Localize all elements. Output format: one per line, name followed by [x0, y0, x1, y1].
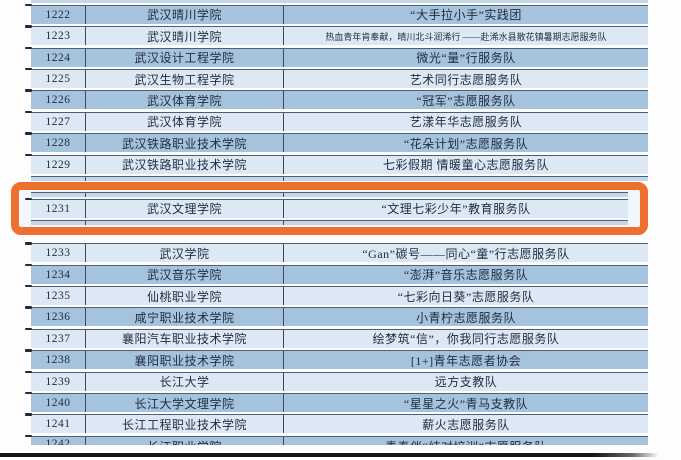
school-cell: 武汉生物工程学院	[85, 70, 283, 89]
row-number-cell: 1241	[45, 418, 71, 431]
school-cell: 长江工程职业技术学院	[85, 415, 283, 434]
team-cell: “冠军”志愿服务队	[283, 91, 648, 110]
team-cell: 七彩假期 情暖童心志愿服务队	[283, 155, 648, 174]
row-number-cell: 1233	[45, 247, 71, 260]
table-row: 1223 武汉晴川学院 热血青年肯奉献，晴川北斗润浠行 ——赴浠水县散花镇暑期志…	[25, 25, 648, 46]
team-cell: 小青柠志愿服务队	[283, 308, 648, 327]
team-cell: “澎湃”音乐志愿服务队	[283, 265, 648, 284]
team-cell: 远方支教队	[283, 372, 648, 391]
highlight-partial-row-top	[31, 192, 628, 197]
table-row: 1228 武汉铁路职业技术学院 “花朵计划”志愿服务队	[25, 132, 648, 153]
team-cell: 薪火志愿服务队	[283, 415, 648, 434]
award-table: 1222 武汉晴川学院 “大手拉小手”实践团 1223 武汉晴川学院 热血青年肯…	[11, 0, 648, 446]
bottom-border-line	[0, 452, 659, 457]
row-number-cell: 1227	[45, 115, 71, 128]
table-row: 1233 武汉学院 “Gan”碳号——同心“童”行志愿服务队	[25, 242, 648, 263]
team-cell: [1+]青年志愿者协会	[283, 351, 648, 370]
table-row: 1227 武汉体育学院 艺漾年华志愿服务队	[25, 110, 648, 131]
table-row: 1237 襄阳汽车职业技术学院 绘梦筑“信”，你我同行志愿服务队	[25, 327, 648, 348]
team-cell: “星星之火”青马支教队	[283, 394, 648, 413]
table-row: 1234 武汉音乐学院 “澎湃”音乐志愿服务队	[25, 263, 648, 284]
school-cell: 长江职业学院	[85, 436, 283, 446]
table-row: 1229 武汉铁路职业技术学院 七彩假期 情暖童心志愿服务队	[25, 153, 648, 174]
team-cell: 微光“量”行服务队	[283, 48, 648, 67]
school-cell: 武汉体育学院	[85, 91, 283, 110]
team-cell: 热血青年肯奉献，晴川北斗润浠行 ——赴浠水县散花镇暑期志愿服务队	[283, 27, 648, 46]
highlight-box: 1231 武汉文理学院 “文理七彩少年”教育服务队	[11, 182, 648, 236]
school-cell: 襄阳汽车职业技术学院	[85, 329, 283, 348]
table-row: 1239 长江大学 远方支教队	[25, 370, 648, 391]
table-row-clipped: 1242 长江职业学院 青春伴“结对培训”志愿服务队	[25, 434, 648, 446]
strip-school-cell	[86, 177, 284, 181]
row-number-cell: 1242	[45, 438, 71, 446]
row-number-cell: 1235	[45, 290, 71, 303]
school-cell: 仙桃职业学院	[85, 287, 283, 306]
row-number-cell: 1234	[45, 268, 71, 281]
table-row-highlighted: 1231 武汉文理学院 “文理七彩少年”教育服务队	[25, 197, 628, 218]
row-number-cell: 1238	[45, 354, 71, 367]
school-cell: 武汉晴川学院	[85, 27, 283, 46]
school-cell: 武汉学院	[85, 244, 283, 263]
school-cell: 长江大学	[85, 372, 283, 391]
table-row: 1235 仙桃职业学院 “七彩向日葵”志愿服务队	[25, 285, 648, 306]
team-cell: “大手拉小手”实践团	[283, 5, 648, 24]
table-row: 1225 武汉生物工程学院 艺术同行志愿服务队	[25, 68, 648, 89]
team-cell: “花朵计划”志愿服务队	[283, 134, 648, 153]
table-row: 1236 咸宁职业技术学院 小青柠志愿服务队	[25, 306, 648, 327]
strip-number-cell	[31, 221, 86, 225]
school-cell: 武汉体育学院	[85, 112, 283, 131]
row-number-cell: 1228	[45, 137, 71, 150]
school-cell: 武汉晴川学院	[85, 5, 283, 24]
table-rows-before-highlight: 1222 武汉晴川学院 “大手拉小手”实践团 1223 武汉晴川学院 热血青年肯…	[25, 3, 648, 174]
team-cell: “七彩向日葵”志愿服务队	[283, 287, 648, 306]
strip-school-cell	[86, 221, 284, 225]
row-number-cell: 1229	[45, 158, 71, 171]
team-cell: 艺漾年华志愿服务队	[283, 112, 648, 131]
school-cell: 咸宁职业技术学院	[85, 308, 283, 327]
table-row: 1226 武汉体育学院 “冠军”志愿服务队	[25, 89, 648, 110]
row-number-cell: 1237	[45, 332, 71, 345]
highlight-partial-row-bottom	[31, 220, 628, 225]
strip-school-cell	[86, 193, 284, 197]
table-row: 1224 武汉设计工程学院 微光“量”行服务队	[25, 46, 648, 67]
team-cell: 艺术同行志愿服务队	[283, 70, 648, 89]
row-number-cell: 1240	[45, 397, 71, 410]
table-row: 1238 襄阳职业技术学院 [1+]青年志愿者协会	[25, 349, 648, 370]
row-number-cell: 1224	[45, 51, 71, 64]
table-rows-after-highlight: 1233 武汉学院 “Gan”碳号——同心“童”行志愿服务队 1234 武汉音乐…	[25, 242, 648, 434]
school-cell: 武汉铁路职业技术学院	[85, 155, 283, 174]
table-row: 1241 长江工程职业技术学院 薪火志愿服务队	[25, 413, 648, 434]
school-cell: 襄阳职业技术学院	[85, 351, 283, 370]
table-row-partial-1230	[31, 176, 648, 181]
strip-number-cell	[31, 193, 86, 197]
school-cell: 长江大学文理学院	[85, 394, 283, 413]
row-number-cell: 1222	[45, 8, 71, 21]
clipped-bottom-row-slot: 1242 长江职业学院 青春伴“结对培训”志愿服务队	[25, 434, 648, 446]
row-number-cell: 1236	[45, 311, 71, 324]
table-row-partial-top	[31, 0, 648, 3]
row-number-cell: 1226	[45, 94, 71, 107]
table-row: 1222 武汉晴川学院 “大手拉小手”实践团	[25, 3, 648, 24]
team-cell: 绘梦筑“信”，你我同行志愿服务队	[283, 329, 648, 348]
school-cell: 武汉文理学院	[85, 199, 283, 218]
row-number-cell: 1239	[45, 375, 71, 388]
school-cell: 武汉设计工程学院	[85, 48, 283, 67]
row-number-cell: 1225	[45, 73, 71, 86]
row-number-cell: 1231	[45, 202, 71, 215]
highlighted-row-slot: 1231 武汉文理学院 “文理七彩少年”教育服务队	[25, 197, 628, 218]
school-cell: 武汉音乐学院	[85, 265, 283, 284]
team-cell: 青春伴“结对培训”志愿服务队	[283, 436, 648, 446]
school-cell: 武汉铁路职业技术学院	[85, 134, 283, 153]
strip-number-cell	[31, 177, 86, 181]
row-number-cell: 1223	[45, 30, 71, 43]
team-cell: “文理七彩少年”教育服务队	[283, 199, 628, 218]
table-row: 1240 长江大学文理学院 “星星之火”青马支教队	[25, 392, 648, 413]
team-cell: “Gan”碳号——同心“童”行志愿服务队	[283, 244, 648, 263]
